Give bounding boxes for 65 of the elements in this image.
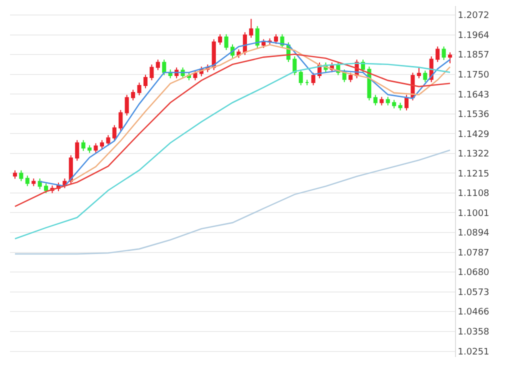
candlestick bbox=[131, 89, 136, 101]
y-tick-label: 1.1108 bbox=[458, 189, 490, 200]
line-series bbox=[14, 54, 451, 208]
candlestick bbox=[392, 99, 396, 109]
candlestick bbox=[193, 70, 198, 81]
candlestick bbox=[118, 110, 123, 132]
candlestick bbox=[442, 46, 446, 60]
y-tick-label: 1.1964 bbox=[458, 30, 490, 41]
candlestick bbox=[162, 59, 166, 76]
candlestick bbox=[348, 72, 353, 83]
candlestick bbox=[100, 140, 104, 150]
candlestick bbox=[423, 70, 428, 83]
candlestick bbox=[311, 72, 316, 86]
y-tick-label: 1.0894 bbox=[458, 228, 490, 239]
candlestick bbox=[124, 94, 129, 116]
candlestick bbox=[386, 96, 390, 106]
y-tick-label: 1.0251 bbox=[458, 347, 490, 358]
candlestick bbox=[32, 178, 36, 187]
candlestick bbox=[137, 82, 142, 96]
y-tick-label: 1.0787 bbox=[458, 248, 490, 258]
y-tick-label: 1.1750 bbox=[458, 70, 490, 80]
y-tick-label: 1.0680 bbox=[458, 268, 490, 278]
candlestick bbox=[380, 96, 384, 106]
candlestick bbox=[12, 170, 17, 180]
y-tick-label: 1.1322 bbox=[458, 150, 490, 160]
candlestick bbox=[373, 94, 378, 106]
candlestick bbox=[75, 140, 80, 162]
candlestick bbox=[112, 124, 116, 142]
y-tick-label: 1.0358 bbox=[458, 328, 490, 338]
y-tick-label: 1.1001 bbox=[458, 208, 490, 219]
candlestick bbox=[305, 79, 310, 86]
y-tick-label: 1.1857 bbox=[458, 50, 490, 61]
candlestick bbox=[398, 102, 402, 111]
candlestick bbox=[298, 69, 303, 86]
candlestick bbox=[249, 18, 254, 38]
candlestick bbox=[143, 74, 148, 89]
y-tick-label: 1.2072 bbox=[458, 11, 490, 22]
line-series bbox=[14, 62, 451, 240]
candlestick bbox=[274, 34, 278, 44]
y-tick-label: 1.1643 bbox=[458, 90, 490, 100]
candlestick bbox=[255, 26, 260, 48]
candlestick bbox=[25, 175, 30, 187]
candlestick bbox=[448, 52, 452, 64]
y-tick-label: 1.0466 bbox=[458, 308, 490, 318]
candlestick bbox=[156, 59, 160, 71]
candlestick bbox=[416, 66, 421, 79]
candlestick bbox=[106, 134, 110, 146]
y-tick-label: 1.1536 bbox=[458, 110, 490, 120]
candlestick bbox=[218, 34, 222, 46]
candlestick bbox=[88, 144, 92, 154]
candlestick bbox=[19, 170, 24, 182]
candlestick bbox=[404, 94, 409, 111]
candlestick bbox=[292, 56, 297, 76]
candlestick bbox=[224, 34, 228, 50]
y-tick-label: 1.1429 bbox=[458, 130, 490, 140]
candlestick bbox=[81, 140, 86, 152]
y-tick-label: 1.1215 bbox=[458, 169, 490, 180]
line-series bbox=[14, 149, 451, 255]
candlestick bbox=[150, 64, 154, 81]
candlestick bbox=[436, 46, 440, 62]
candlestick bbox=[44, 183, 48, 194]
candlestick bbox=[94, 142, 98, 154]
y-tick-label: 1.0573 bbox=[458, 288, 490, 298]
candlestick bbox=[38, 178, 42, 190]
candlestick bbox=[212, 38, 216, 71]
